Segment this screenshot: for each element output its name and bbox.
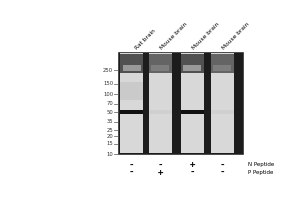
Bar	[151, 65, 169, 71]
Bar	[181, 53, 203, 153]
Bar	[213, 65, 232, 71]
Bar	[122, 65, 141, 71]
Text: 10: 10	[106, 152, 113, 157]
Text: Rat brain: Rat brain	[134, 28, 156, 51]
Bar	[149, 110, 172, 114]
Text: -: -	[129, 168, 134, 177]
Bar	[211, 110, 234, 114]
Bar	[183, 65, 201, 71]
Text: -: -	[220, 160, 225, 169]
Text: 25: 25	[106, 128, 113, 133]
Text: 35: 35	[106, 119, 113, 124]
Bar	[120, 110, 143, 114]
Text: P Peptide: P Peptide	[248, 170, 273, 175]
Text: 50: 50	[106, 110, 113, 115]
Bar	[149, 53, 172, 153]
Text: -: -	[158, 160, 163, 169]
Text: Mouse brain: Mouse brain	[221, 22, 250, 51]
Text: -: -	[220, 168, 225, 177]
Text: 70: 70	[106, 101, 113, 106]
Bar	[120, 53, 143, 153]
Text: 20: 20	[106, 134, 113, 139]
Text: -: -	[189, 168, 195, 177]
Bar	[211, 54, 234, 73]
Bar	[211, 53, 234, 153]
Text: 100: 100	[103, 92, 113, 97]
Text: N Peptide: N Peptide	[248, 162, 274, 167]
Bar	[120, 54, 143, 73]
Bar	[181, 110, 203, 114]
Text: 250: 250	[103, 68, 113, 73]
Bar	[120, 82, 143, 100]
Text: Mouse brain: Mouse brain	[191, 22, 220, 51]
Text: Mouse brain: Mouse brain	[160, 22, 189, 51]
Bar	[118, 52, 243, 154]
Text: 150: 150	[103, 81, 113, 86]
Text: +: +	[158, 168, 163, 177]
Text: 15: 15	[106, 141, 113, 146]
Bar	[149, 54, 172, 73]
Bar	[181, 54, 203, 73]
Text: +: +	[189, 160, 195, 169]
Text: -: -	[129, 160, 134, 169]
